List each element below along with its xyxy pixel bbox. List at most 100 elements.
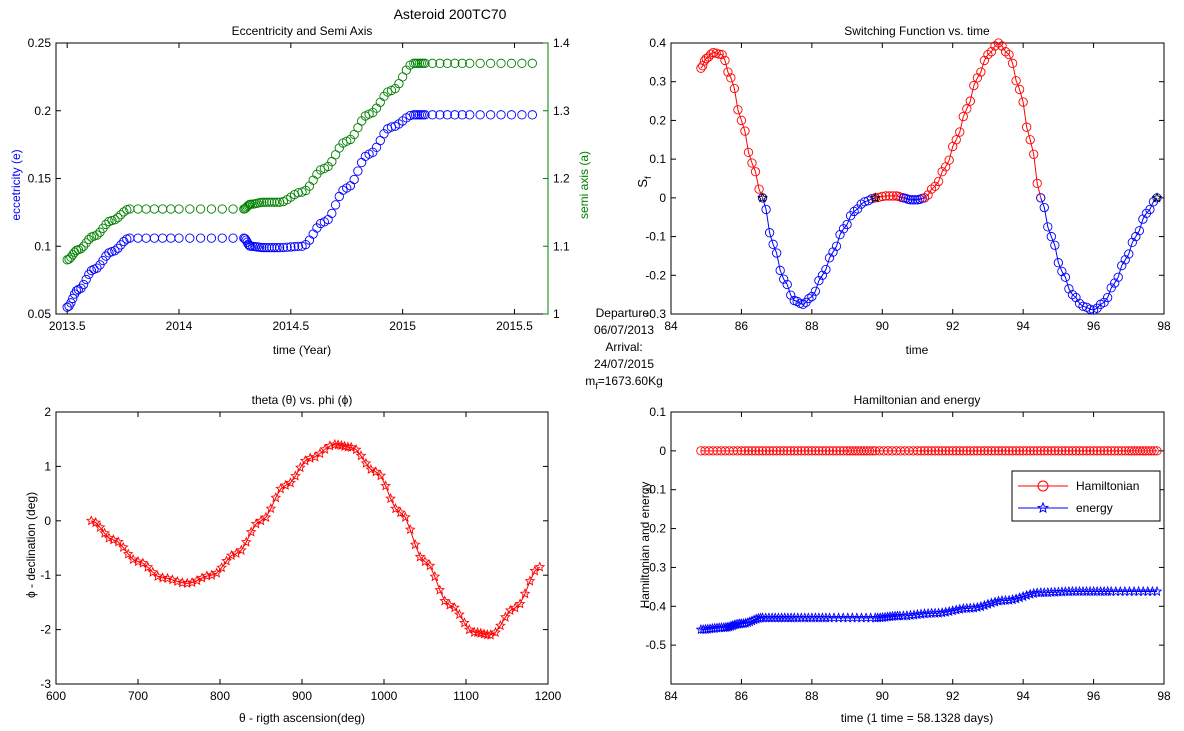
ham-series-0-point: [1064, 446, 1074, 456]
ecc-series-1-point: [496, 58, 506, 68]
switch-series-5-point: [1124, 249, 1134, 259]
switch-series-1-point: [768, 239, 778, 249]
switch-ytick-label: 0.2: [649, 113, 666, 127]
theta-series-0-point: [454, 608, 465, 620]
ham-series-0-point: [1029, 446, 1039, 456]
ecc-series-0-point: [92, 263, 102, 273]
ham-series-1-point: [1151, 585, 1163, 597]
ecc-series-1-point: [76, 244, 86, 254]
switch-series-5-point: [1043, 222, 1053, 232]
ham-series-0-point: [732, 446, 743, 456]
ham-series-0-point: [814, 446, 824, 456]
theta-xtick-label: 900: [292, 689, 312, 703]
ham-series-0-point: [986, 446, 997, 456]
ham-series-0-point: [779, 446, 789, 456]
ham-series-0-point: [803, 446, 813, 456]
ecc-series-1-point: [243, 200, 253, 211]
switch-xtick-label: 98: [1157, 319, 1171, 333]
theta-series-0-point: [380, 480, 391, 491]
ham-series-0-point: [955, 446, 965, 456]
switch-series-5-point: [1039, 202, 1049, 213]
switch-series-0-point: [714, 49, 724, 59]
ecc-series-1-point: [195, 204, 206, 214]
switch-series-0-point: [698, 61, 708, 71]
theta-series-0-point: [290, 470, 301, 481]
ecc-series-0-point: [261, 242, 272, 253]
theta-series-0-point: [463, 624, 475, 635]
ham-series-0-point: [923, 446, 933, 456]
switch-series-0-point: [696, 63, 706, 73]
ham-series-1-point: [1003, 594, 1015, 605]
ecc-series-0-point: [68, 293, 78, 304]
switch-series-5-point: [1117, 260, 1127, 271]
ecc-series-0-point: [330, 200, 341, 210]
switch-series-5-point: [1085, 304, 1095, 314]
ecc-ytick-right-label: 1: [553, 307, 560, 321]
theta-series-0-point: [414, 551, 426, 562]
ham-series-0-point: [1088, 446, 1099, 456]
ham-ytick-label: 0: [659, 444, 666, 458]
ham-series-0-point: [976, 446, 986, 456]
ham-series-1-point: [982, 598, 994, 609]
ham-series-0-point: [1050, 446, 1060, 456]
ham-series-0-point: [835, 446, 845, 456]
switch-series-5-line: [1040, 197, 1158, 311]
final-mass: mf=1673.60Kg: [585, 374, 663, 391]
switch-series-1-point: [775, 265, 785, 276]
theta-series-0-point: [147, 566, 159, 577]
ham-series-0-point: [1046, 446, 1056, 456]
ecc-series-0-point: [450, 110, 460, 120]
ham-series-0-point: [930, 446, 940, 456]
ecc-series-0-point: [217, 233, 227, 243]
ecc-series-0-point: [405, 110, 415, 121]
ham-series-0-point: [933, 446, 944, 456]
switch-series-1-point: [807, 291, 817, 302]
panel-theta-phi-ylabel: ϕ - declination (deg): [24, 492, 38, 598]
theta-series-0-point: [336, 439, 347, 451]
ham-series-0-point: [754, 446, 764, 456]
switch-series-4-point: [1029, 149, 1039, 159]
switch-series-5-point: [1053, 258, 1064, 268]
theta-series-0-point: [490, 626, 501, 638]
ecc-xtick-label: 2014: [166, 319, 193, 333]
ecc-series-0-point: [465, 110, 475, 120]
ham-ytick-label: -0.5: [645, 638, 666, 652]
switch-series-4-point: [997, 41, 1007, 51]
ecc-series-1-point: [113, 212, 123, 223]
theta-series-0-point: [117, 541, 129, 552]
final-mass-subscript: f: [595, 381, 598, 391]
theta-xtick-label: 1100: [453, 689, 479, 703]
ham-series-0-point: [958, 446, 968, 456]
ham-series-0-point: [1060, 446, 1071, 456]
ham-series-0-point: [1022, 446, 1032, 456]
theta-series-0-point: [394, 506, 406, 518]
theta-series-0-point: [409, 539, 421, 550]
ecc-series-0-point: [327, 208, 337, 219]
ham-series-0-point: [1011, 446, 1021, 456]
ecc-series-0-point: [286, 242, 296, 252]
theta-series-0-point: [424, 560, 436, 571]
theta-xtick-label: 600: [46, 689, 66, 703]
ham-series-0-point: [786, 446, 796, 456]
ecc-xtick-label: 2014.5: [272, 319, 309, 333]
theta-series-0-point: [345, 441, 357, 452]
theta-series-0-point: [449, 602, 460, 613]
switch-series-4-point: [962, 104, 972, 114]
theta-series-0-point: [90, 516, 102, 528]
ecc-series-0-point: [257, 242, 267, 253]
ecc-series-1-point: [420, 58, 430, 68]
ham-series-1-point: [1014, 592, 1026, 603]
ham-series-0-point: [1106, 446, 1116, 456]
panel-hamiltonian-title: Hamiltonian and energy: [854, 393, 981, 407]
theta-series-0-point: [481, 629, 493, 640]
ham-series-1-point: [1021, 589, 1032, 600]
ecc-series-0-point: [506, 110, 517, 120]
theta-xtick-label: 800: [210, 689, 230, 703]
ham-series-1-point: [1007, 594, 1019, 605]
switch-series-2-line: [875, 195, 904, 199]
switch-series-5-point: [1099, 297, 1109, 308]
ecc-series-0-point: [269, 242, 280, 253]
ham-series-0-point: [1032, 446, 1042, 456]
theta-ytick-label: 0: [44, 514, 51, 528]
